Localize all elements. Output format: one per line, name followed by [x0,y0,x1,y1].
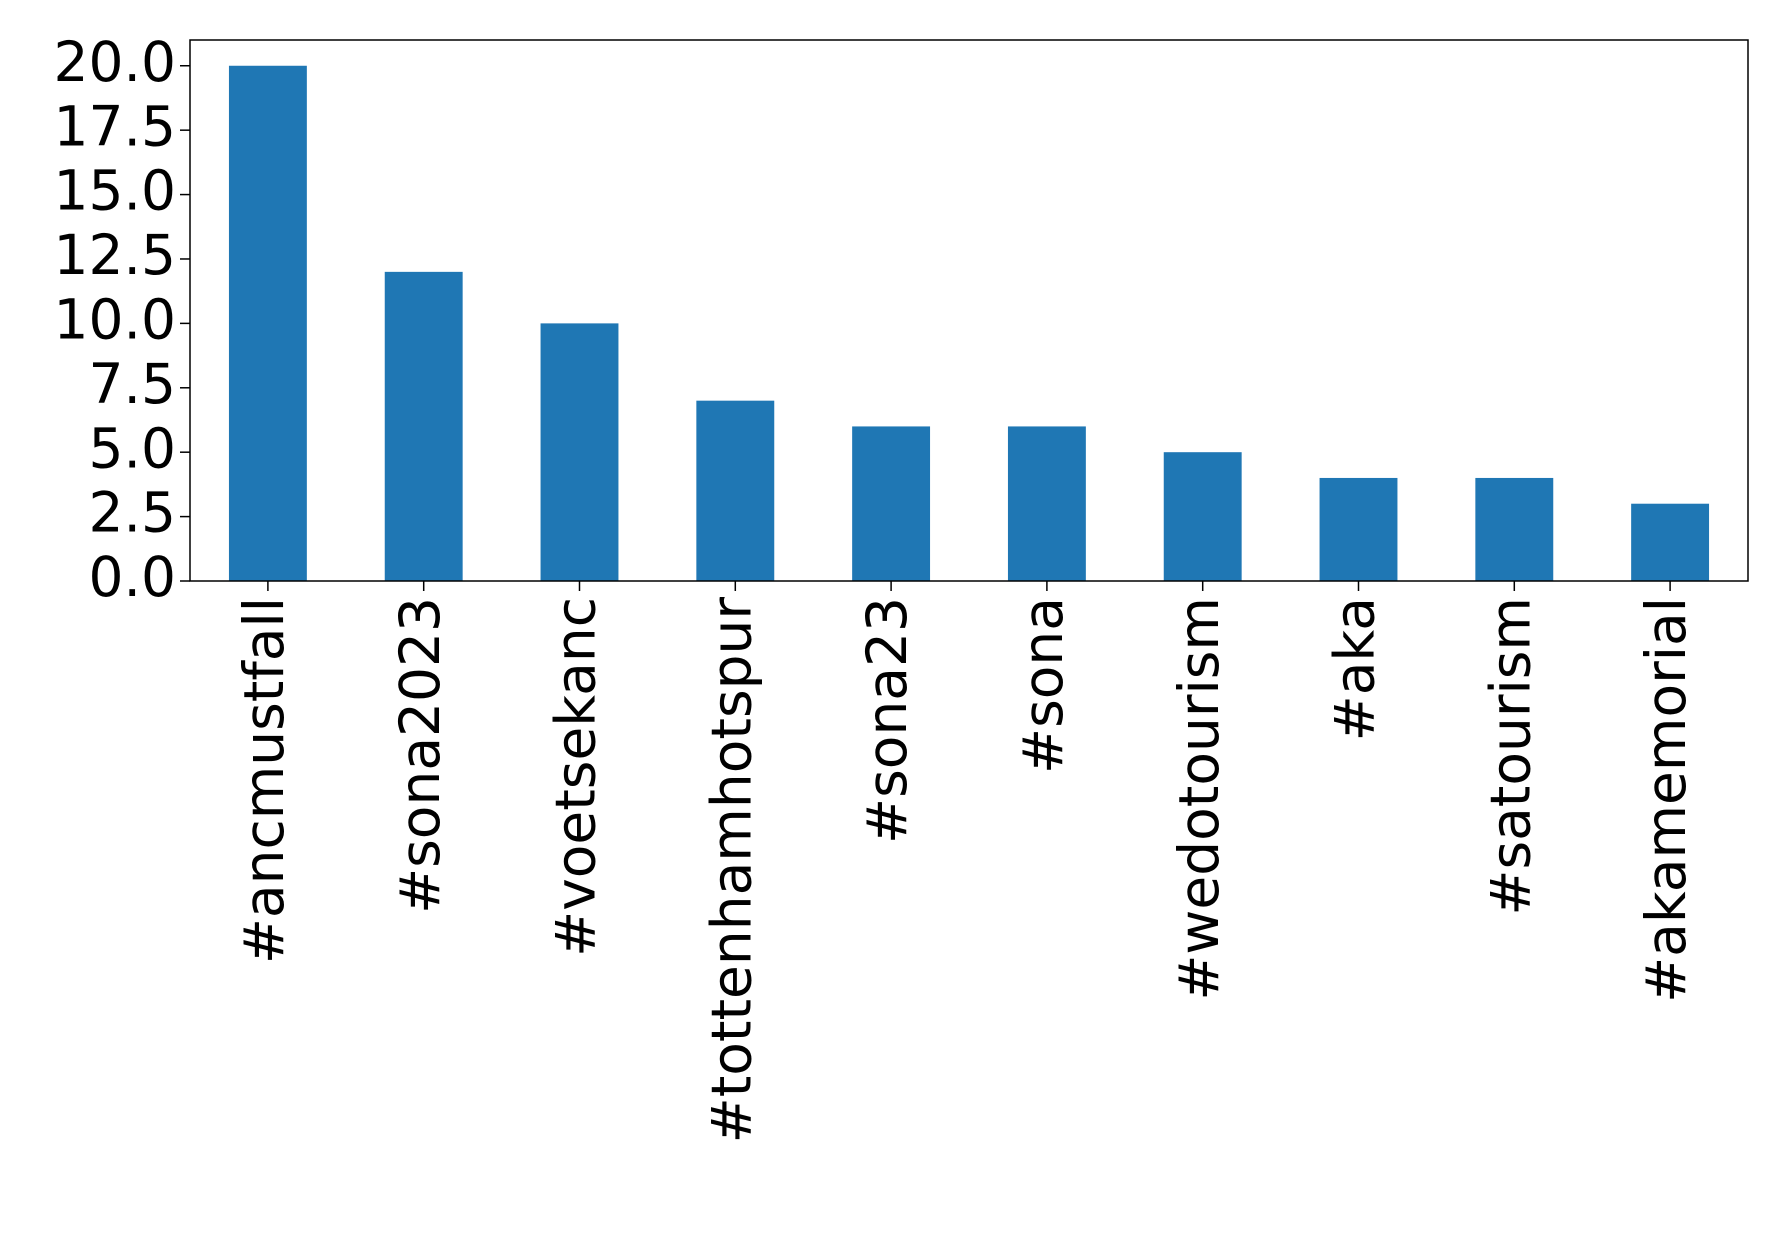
x-tick-label: #tottenhamhotspur [699,597,763,1144]
y-tick-label: 0.0 [89,545,176,609]
bar [540,323,619,581]
bar [1319,477,1398,581]
y-tick-label: 17.5 [54,94,176,158]
y-tick-label: 12.5 [54,223,176,287]
plot-frame [189,39,1749,582]
y-tick-label: 15.0 [54,159,176,223]
x-tick-label: #wedotourism [1167,597,1231,1001]
y-tick-label: 10.0 [54,288,176,352]
bar [696,400,775,581]
bar [1631,503,1710,581]
bar [1007,426,1086,581]
bar [1475,477,1554,581]
x-tick-label: #voetsekanc [544,597,608,957]
x-tick-label: #satourism [1478,597,1542,916]
bar [228,65,307,581]
x-tick-label: #aka [1323,597,1387,741]
y-tick-label: 2.5 [89,481,176,545]
x-tick-label: #sona23 [855,597,919,844]
x-tick-label: #sona2023 [388,597,452,914]
y-tick-label: 5.0 [89,416,176,480]
bar [1163,452,1242,581]
bar [852,426,931,581]
bar [384,271,463,581]
y-tick-label: 7.5 [89,352,176,416]
x-tick-label: #ancmustfall [232,597,296,964]
x-tick-label: #akamemorial [1634,597,1698,1003]
y-tick-label: 20.0 [54,30,176,94]
x-tick-label: #sona [1011,597,1075,774]
